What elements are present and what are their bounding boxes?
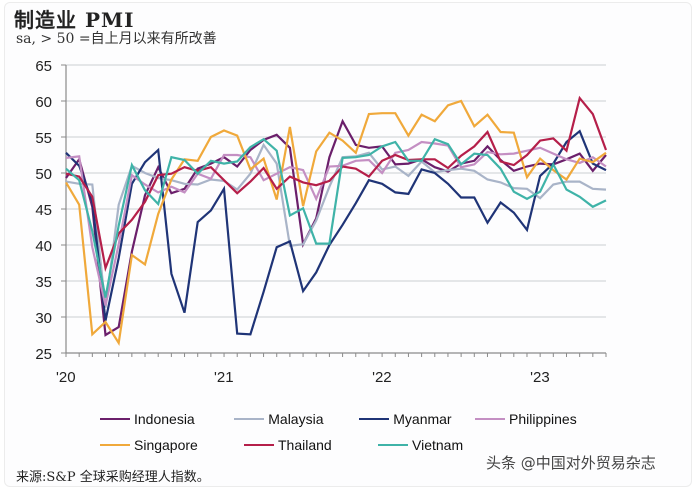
legend-swatch bbox=[100, 444, 130, 446]
legend-swatch bbox=[359, 418, 390, 420]
legend-label: Malaysia bbox=[268, 411, 324, 427]
y-tick-label: 50 bbox=[35, 166, 52, 183]
legend-label: Indonesia bbox=[134, 411, 195, 427]
series-line-vietnam bbox=[65, 137, 607, 298]
legend-label: Philippines bbox=[509, 411, 577, 427]
legend-item-vietnam: Vietnam bbox=[378, 437, 488, 453]
series-line-thailand bbox=[65, 95, 608, 273]
legend-label: Vietnam bbox=[412, 437, 464, 453]
legend-item-myanmar: Myanmar bbox=[359, 411, 461, 427]
legend-item-philippines: Philippines bbox=[475, 411, 586, 427]
legend-label: Myanmar bbox=[393, 411, 452, 427]
x-tick-label: '23 bbox=[530, 369, 550, 386]
legend-item-malaysia: Malaysia bbox=[234, 411, 345, 427]
series-line-myanmar bbox=[65, 129, 607, 336]
legend-item-singapore: Singapore bbox=[100, 437, 230, 453]
y-tick-label: 30 bbox=[35, 310, 52, 327]
series-line-singapore bbox=[65, 99, 607, 346]
legend-label: Thailand bbox=[278, 437, 332, 453]
y-tick-label: 35 bbox=[35, 274, 52, 291]
legend-swatch bbox=[100, 418, 130, 420]
legend-item-indonesia: Indonesia bbox=[100, 411, 220, 427]
legend-swatch bbox=[475, 418, 505, 420]
chart-title: 制造业 PMI bbox=[14, 8, 135, 32]
x-tick-label: '20 bbox=[56, 369, 76, 386]
legend-row-2: Singapore Thailand Vietnam bbox=[100, 432, 600, 458]
y-tick-label: 25 bbox=[35, 346, 52, 363]
x-tick-label: '21 bbox=[214, 369, 234, 386]
legend-label: Singapore bbox=[134, 437, 198, 453]
y-tick-label: 60 bbox=[35, 94, 52, 111]
data-lines bbox=[65, 95, 608, 346]
y-axis-labels: 25 30 35 40 45 50 55 60 65 bbox=[35, 58, 52, 363]
legend-row-1: Indonesia Malaysia Myanmar Philippines bbox=[100, 406, 600, 432]
chart-subtitle: sa, > 50 =自上月以来有所改善 bbox=[16, 31, 217, 47]
legend-item-thailand: Thailand bbox=[244, 437, 364, 453]
y-tick-label: 65 bbox=[35, 58, 52, 75]
series-line-indonesia bbox=[65, 118, 607, 337]
y-tick-label: 55 bbox=[35, 130, 52, 147]
axes bbox=[61, 64, 607, 357]
series-line-philippines bbox=[65, 140, 607, 306]
source-note: 来源:S&P 全球采购经理人指数。 bbox=[16, 470, 210, 485]
legend: Indonesia Malaysia Myanmar Philippines S… bbox=[100, 406, 600, 458]
x-axis-labels: '20 '21 '22 '23 bbox=[56, 369, 550, 386]
y-tick-label: 45 bbox=[35, 202, 52, 219]
y-tick-label: 40 bbox=[35, 238, 52, 255]
legend-swatch bbox=[378, 444, 408, 446]
legend-swatch bbox=[234, 418, 265, 420]
x-tick-label: '22 bbox=[372, 369, 392, 386]
legend-swatch bbox=[244, 444, 274, 446]
line-chart: 25 30 35 40 45 50 55 60 65 '20 '21 '22 '23 bbox=[35, 58, 608, 386]
watermark: 头条 @中国对外贸易杂志 bbox=[486, 454, 656, 472]
